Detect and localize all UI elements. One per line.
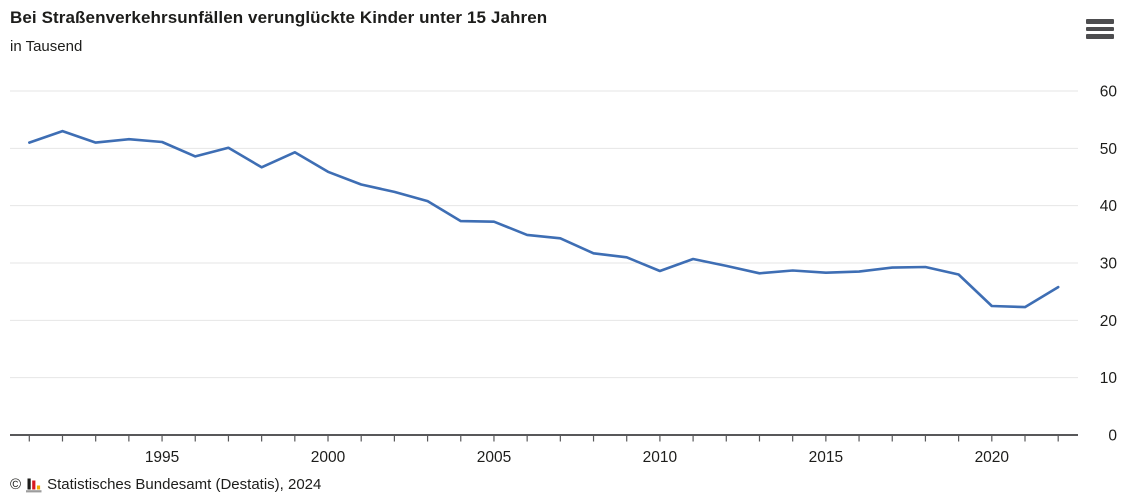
x-axis-tick-label: 2015 <box>809 449 843 466</box>
gridlines <box>10 90 1078 379</box>
source-attribution: © Statistisches Bundesamt (Destatis), 20… <box>10 476 321 493</box>
x-axis-tick-label: 2010 <box>643 449 678 466</box>
destatis-logo-icon <box>26 478 42 493</box>
chart-subtitle: in Tausend <box>10 38 83 55</box>
y-axis-tick-label: 40 <box>1100 198 1118 215</box>
y-axis-tick-label: 60 <box>1100 84 1118 101</box>
y-axis-tick-label: 20 <box>1100 313 1118 330</box>
y-axis-tick-label: 30 <box>1100 256 1118 273</box>
y-axis-tick-label: 50 <box>1100 141 1118 158</box>
source-text: Statistisches Bundesamt (Destatis), 2024 <box>47 476 322 493</box>
data-series-line[interactable] <box>27 129 1060 309</box>
hamburger-menu-icon <box>1086 19 1114 39</box>
x-axis-labels: 1995 2000 2005 2010 2015 2020 <box>145 449 1010 466</box>
x-axis-tick-label: 1995 <box>145 449 179 466</box>
copyright-symbol: © <box>10 476 22 493</box>
chart-title: Bei Straßenverkehrsunfällen verunglückte… <box>10 8 548 27</box>
x-axis-ticks <box>28 435 1059 442</box>
x-axis-tick-label: 2005 <box>477 449 511 466</box>
chart-context-menu-button[interactable] <box>1080 14 1120 44</box>
y-axis-tick-label: 10 <box>1100 370 1118 387</box>
y-axis-labels: 0 10 20 30 40 50 60 <box>1100 84 1118 445</box>
y-axis-tick-label: 0 <box>1108 428 1117 445</box>
x-axis-tick-label: 2000 <box>311 449 346 466</box>
x-axis-tick-label: 2020 <box>975 449 1010 466</box>
